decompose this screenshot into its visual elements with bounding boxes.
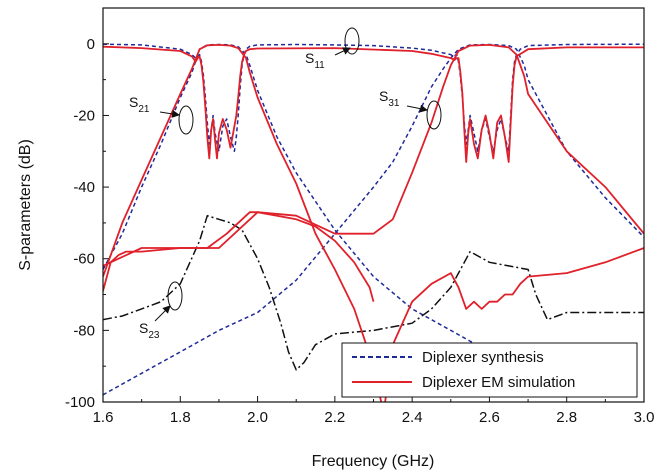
- annotation-s31: S31: [379, 88, 442, 130]
- svg-text:S21: S21: [129, 94, 150, 115]
- x-tick-label: 2.6: [479, 409, 500, 426]
- annotation-s23-label: S: [139, 320, 148, 336]
- annotation-s23-sub: 23: [148, 330, 160, 341]
- y-tick-label: -60: [73, 251, 95, 268]
- series-line-S23-EM-b: [384, 247, 644, 402]
- annotations: S11 S21 S31 S23: [129, 27, 442, 341]
- annotation-s21-sub: 21: [138, 104, 150, 115]
- annotation-s31-sub: 31: [388, 98, 400, 109]
- x-tick-label: 1.6: [93, 409, 114, 426]
- series-layer: [103, 43, 644, 402]
- series-line-S31-synthesis: [103, 43, 644, 396]
- y-tick-label: -80: [73, 322, 95, 339]
- annotation-s11-label: S: [305, 50, 314, 66]
- annotation-s21-label: S: [129, 94, 138, 110]
- series-line-S23: [103, 214, 644, 371]
- annotation-s11: S11: [305, 27, 360, 71]
- x-tick-label: 2.4: [402, 409, 423, 426]
- series-line-S21-synthesis: [103, 43, 529, 367]
- annotation-s11-sub: 11: [314, 60, 325, 71]
- annotation-s21: S21: [129, 94, 194, 135]
- annotation-s23: S23: [139, 281, 183, 341]
- x-tick-label: 2.0: [247, 409, 268, 426]
- legend-label-synthesis: Diplexer synthesis: [422, 349, 544, 366]
- series-line-S31-EM: [103, 44, 644, 267]
- y-tick-label: -100: [65, 394, 95, 411]
- svg-text:S11: S11: [305, 50, 325, 71]
- y-axis: 0 -20 -40 -60 -80 -100: [65, 7, 109, 411]
- series-line-S11-synthesis: [103, 43, 644, 153]
- series-line-S23-EM: [103, 211, 375, 302]
- y-tick-label: -20: [73, 107, 95, 124]
- svg-text:S31: S31: [379, 88, 400, 109]
- series-line-S21-EM: [103, 44, 383, 402]
- legend-box: [341, 342, 638, 398]
- legend-label-em: Diplexer EM simulation: [422, 374, 575, 391]
- x-tick-label: 2.8: [556, 409, 577, 426]
- x-axis: 1.6 1.8 2.0 2.2 2.4 2.6 2.8 3.0: [93, 396, 655, 426]
- y-tick-label: -40: [73, 179, 95, 196]
- svg-text:S23: S23: [139, 320, 160, 341]
- x-tick-label: 3.0: [634, 409, 655, 426]
- legend: Diplexer synthesis Diplexer EM simulatio…: [341, 342, 638, 398]
- y-tick-label: 0: [87, 36, 95, 53]
- y-axis-title: S-parameters (dB): [17, 139, 34, 271]
- x-tick-label: 1.8: [170, 409, 191, 426]
- series-line-S11-EM: [103, 45, 644, 163]
- annotation-s31-label: S: [379, 88, 388, 104]
- x-axis-title: Frequency (GHz): [312, 453, 435, 470]
- plot-area: [103, 8, 644, 402]
- x-tick-label: 2.2: [324, 409, 345, 426]
